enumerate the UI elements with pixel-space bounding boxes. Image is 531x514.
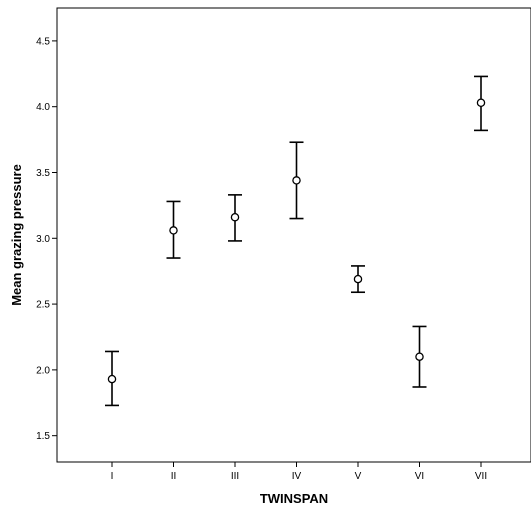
mean-point (415, 352, 424, 361)
error-bar-II (166, 200, 181, 259)
data-marks (105, 75, 488, 407)
x-tick-label: VII (475, 471, 487, 482)
y-tick-label: 4.5 (36, 36, 50, 47)
mean-point (476, 98, 486, 107)
y-tick-label: 3.5 (36, 168, 50, 179)
x-tick-label: I (111, 471, 114, 482)
mean-point (230, 212, 240, 222)
mean-point (353, 274, 363, 284)
y-tick-label: 4.0 (36, 102, 50, 113)
x-tick-label: VI (415, 471, 424, 482)
error-bar-I (105, 350, 119, 407)
plot-frame (56, 7, 531, 463)
y-tick-label: 2.5 (36, 300, 50, 311)
x-tick-label: II (171, 471, 177, 482)
mean-point (292, 176, 301, 185)
error-bar-V (351, 265, 365, 294)
y-tick-label: 3.0 (36, 234, 50, 245)
mean-point (107, 374, 117, 384)
y-axis: 1.5 2.0 2.5 3.0 3.5 4.0 4.5 (36, 36, 57, 442)
y-axis-title: Mean grazing pressure (9, 164, 24, 306)
y-tick-label: 1.5 (36, 431, 50, 442)
x-axis-title: TWINSPAN (260, 491, 328, 506)
error-bar-VII (474, 75, 488, 132)
x-tick-label: III (231, 471, 239, 482)
mean-point (169, 226, 178, 235)
x-tick-label: IV (292, 471, 302, 482)
y-tick-label: 2.0 (36, 365, 50, 376)
x-tick-label: V (355, 471, 362, 482)
error-bar-III (228, 194, 242, 242)
x-axis: I II III IV V VI VII (111, 462, 487, 482)
error-bar-IV (289, 141, 304, 220)
error-bar-VI (412, 325, 427, 388)
